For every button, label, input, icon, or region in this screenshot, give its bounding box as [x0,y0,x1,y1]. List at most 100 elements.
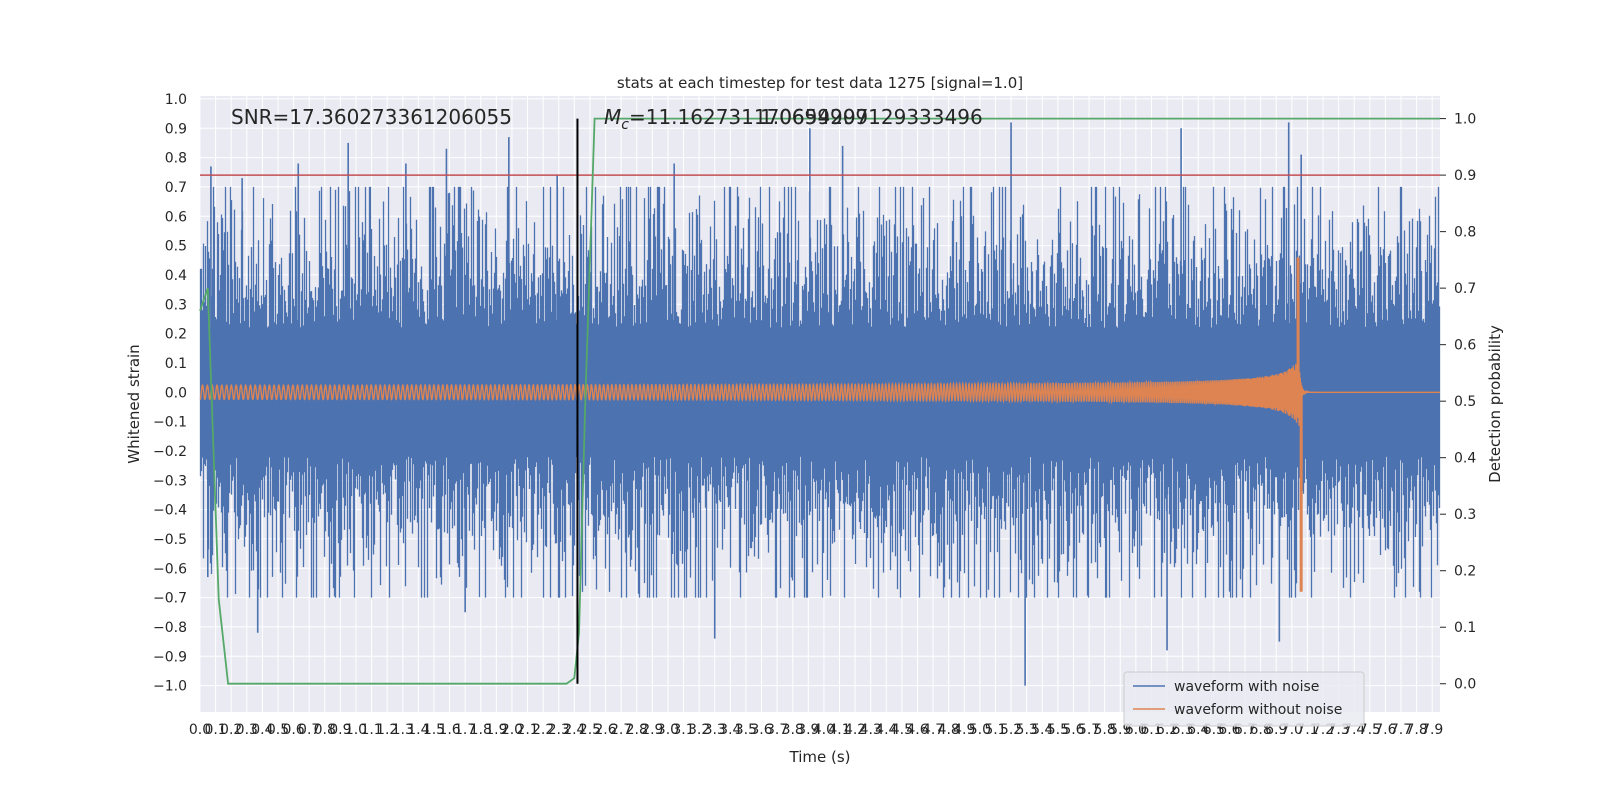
x-tick-label: 1.7 [454,722,476,738]
x-tick-label: 1.6 [438,722,460,738]
overlap-annotation: 1.0699909129333496 [760,105,983,129]
x-tick-label: 3.9 [797,722,819,738]
x-tick-label: 4.4 [875,722,897,738]
x-tick-label: 0.2 [220,722,242,738]
y-tick-label: 0.7 [165,180,187,196]
chirp-mass-subscript: c [621,117,629,133]
x-tick-label: 7.8 [1405,722,1427,738]
y-tick-label: 1.0 [165,92,187,108]
y-tick-label: −0.3 [153,473,187,489]
y-tick-label: −0.1 [153,415,187,431]
x-tick-label: 2.3 [548,722,570,738]
x-tick-label: 2.2 [532,722,554,738]
series-waveform-without-noise [199,361,1440,426]
x-tick-label: 1.0 [345,722,367,738]
x-tick-label: 5.1 [984,722,1006,738]
x-tick-label: 5.0 [969,722,991,738]
y-right-tick-label: 0.7 [1454,281,1476,297]
y-tick-label: 0.5 [165,239,187,255]
x-tick-label: 1.3 [392,722,414,738]
axis-layer: 0.00.10.20.30.40.50.60.70.80.91.01.11.21… [153,92,1476,738]
chirp-mass-symbol: M [604,105,621,129]
series-detection-probability [199,117,1440,685]
y-right-tick-label: 0.0 [1454,677,1476,693]
y-right-tick-label: 0.2 [1454,564,1476,580]
x-tick-label: 2.4 [563,722,585,738]
x-tick-label: 4.3 [860,722,882,738]
x-tick-label: 2.6 [594,722,616,738]
x-tick-label: 4.0 [813,722,835,738]
x-tick-label: 5.2 [1000,722,1022,738]
x-tick-label: 4.6 [906,722,928,738]
y-tick-label: 0.9 [165,121,187,137]
y-right-tick-label: 0.6 [1454,338,1476,354]
x-tick-label: 4.2 [844,722,866,738]
x-tick-label: 3.7 [766,722,788,738]
y-tick-label: −0.8 [153,620,187,636]
x-tick-label: 0.6 [282,722,304,738]
chirp-mass-annotation: Mc=11.162731170654297 [604,105,868,133]
x-tick-label: 1.9 [485,722,507,738]
y-right-tick-label: 0.4 [1454,451,1476,467]
legend: waveform with noise waveform without noi… [1123,671,1365,727]
x-tick-label: 5.6 [1062,722,1084,738]
y-tick-label: 0.8 [165,151,187,167]
x-tick-label: 2.9 [641,722,663,738]
y-tick-label: 0.4 [165,268,187,284]
x-tick-label: 0.9 [329,722,351,738]
x-tick-label: 3.1 [672,722,694,738]
x-tick-label: 4.1 [828,722,850,738]
y-axis-label: Whitened strain [125,344,143,463]
x-tick-label: 1.8 [470,722,492,738]
x-tick-label: 0.8 [314,722,336,738]
y-tick-label: −0.9 [153,649,187,665]
x-tick-label: 2.0 [501,722,523,738]
y-tick-label: 0.6 [165,209,187,225]
x-tick-label: 3.5 [735,722,757,738]
x-tick-label: 5.8 [1094,722,1116,738]
legend-label-noise: waveform with noise [1174,679,1319,695]
x-tick-label: 2.5 [579,722,601,738]
y-right-tick-label: 0.3 [1454,507,1476,523]
y-tick-label: −0.6 [153,561,187,577]
y-right-tick-label: 0.8 [1454,225,1476,241]
chart-title: stats at each timestep for test data 127… [617,74,1023,92]
x-tick-label: 5.7 [1078,722,1100,738]
x-tick-label: 5.3 [1016,722,1038,738]
y-tick-label: 0.2 [165,327,187,343]
snr-annotation: SNR=17.360273361206055 [231,105,512,129]
x-tick-label: 0.7 [298,722,320,738]
y-tick-label: 0.1 [165,356,187,372]
x-tick-label: 1.5 [423,722,445,738]
x-tick-label: 0.3 [236,722,258,738]
x-tick-label: 0.0 [189,722,211,738]
x-tick-label: 4.5 [891,722,913,738]
y-right-tick-label: 1.0 [1454,112,1476,128]
x-tick-label: 0.5 [267,722,289,738]
y-right-tick-label: 0.9 [1454,168,1476,184]
y-tick-label: −0.7 [153,591,187,607]
legend-label-clean: waveform without noise [1174,702,1342,718]
x-tick-label: 0.4 [251,722,273,738]
x-tick-label: 0.1 [204,722,226,738]
y-tick-label: −0.5 [153,532,187,548]
x-tick-label: 4.8 [938,722,960,738]
x-tick-label: 7.6 [1374,722,1396,738]
x-tick-label: 7.9 [1421,722,1443,738]
y-tick-label: −1.0 [153,679,187,695]
y-axis-right-label: Detection probability [1486,325,1504,483]
x-tick-label: 2.1 [516,722,538,738]
chirp-mass-value: =11.162731170654297 [629,105,868,129]
y-tick-label: 0.3 [165,297,187,313]
x-tick-label: 3.0 [657,722,679,738]
y-tick-label: −0.4 [153,503,187,519]
x-tick-label: 3.6 [750,722,772,738]
legend-box [1123,671,1365,727]
x-tick-label: 3.4 [719,722,741,738]
x-tick-label: 3.2 [688,722,710,738]
y-tick-label: 0.0 [165,385,187,401]
x-tick-label: 1.1 [360,722,382,738]
x-tick-label: 4.7 [922,722,944,738]
